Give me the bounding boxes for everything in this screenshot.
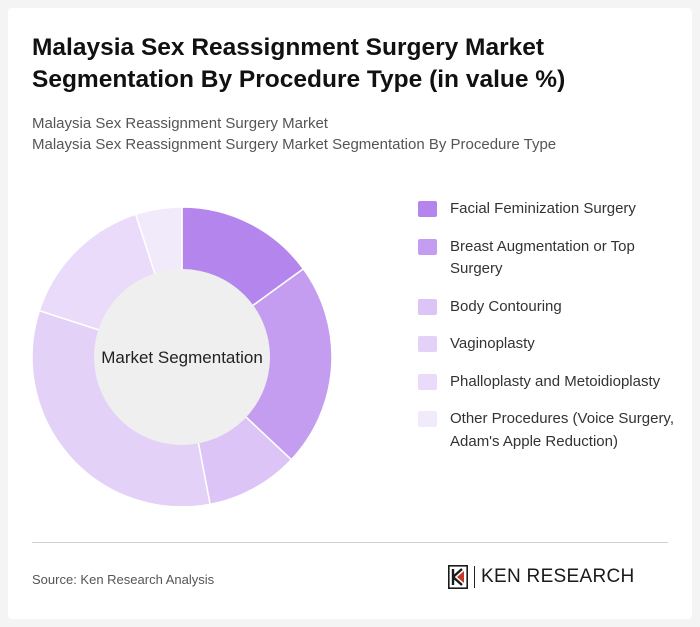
chart-subtitle: Malaysia Sex Reassignment Surgery Market… <box>32 113 652 155</box>
logo-text: KEN RESEARCH <box>481 566 635 587</box>
legend-label: Body Contouring <box>450 297 562 315</box>
legend-label: Phalloplasty and Metoidioplasty <box>450 372 661 390</box>
legend-item[interactable]: Phalloplasty and Metoidioplasty <box>416 371 676 394</box>
logo-mark-icon <box>448 565 468 589</box>
legend: Facial Feminization Surgery Breast Augmen… <box>416 198 676 468</box>
logo-separator <box>474 566 475 588</box>
legend-item[interactable]: Body Contouring <box>416 296 676 319</box>
legend-label: Breast Augmentation or Top Surgery <box>450 237 635 278</box>
legend-swatch <box>418 201 437 217</box>
ken-research-logo: KEN RESEARCH <box>448 564 635 590</box>
footer-divider <box>32 542 668 543</box>
legend-swatch <box>418 336 437 352</box>
chart-card: Malaysia Sex Reassignment Surgery Market… <box>8 8 692 619</box>
chart-title: Malaysia Sex Reassignment Surgery Market… <box>32 34 566 93</box>
subtitle-line-2: Malaysia Sex Reassignment Surgery Market… <box>32 136 557 153</box>
legend-swatch <box>418 298 437 315</box>
donut-svg: Market Segmentation <box>31 206 333 506</box>
donut-hole <box>94 269 270 445</box>
legend-swatch <box>418 238 437 255</box>
source-note: Source: Ken Research Analysis <box>32 572 215 587</box>
legend-item[interactable]: Facial Feminization Surgery <box>416 198 676 221</box>
legend-item[interactable]: Vaginoplasty <box>416 333 676 356</box>
donut-chart: Market Segmentation <box>28 196 338 506</box>
legend-label: Facial Feminization Surgery <box>450 200 636 217</box>
center-label: Market Segmentation <box>101 348 263 367</box>
legend-swatch <box>418 373 437 390</box>
subtitle-line-1: Malaysia Sex Reassignment Surgery Market <box>32 115 328 132</box>
legend-label: Other Procedures (Voice Surgery, Adam's … <box>450 410 674 450</box>
legend-item[interactable]: Breast Augmentation or Top Surgery <box>416 236 676 281</box>
legend-label: Vaginoplasty <box>450 335 535 352</box>
legend-swatch <box>418 411 437 427</box>
legend-item[interactable]: Other Procedures (Voice Surgery, Adam's … <box>416 408 676 453</box>
